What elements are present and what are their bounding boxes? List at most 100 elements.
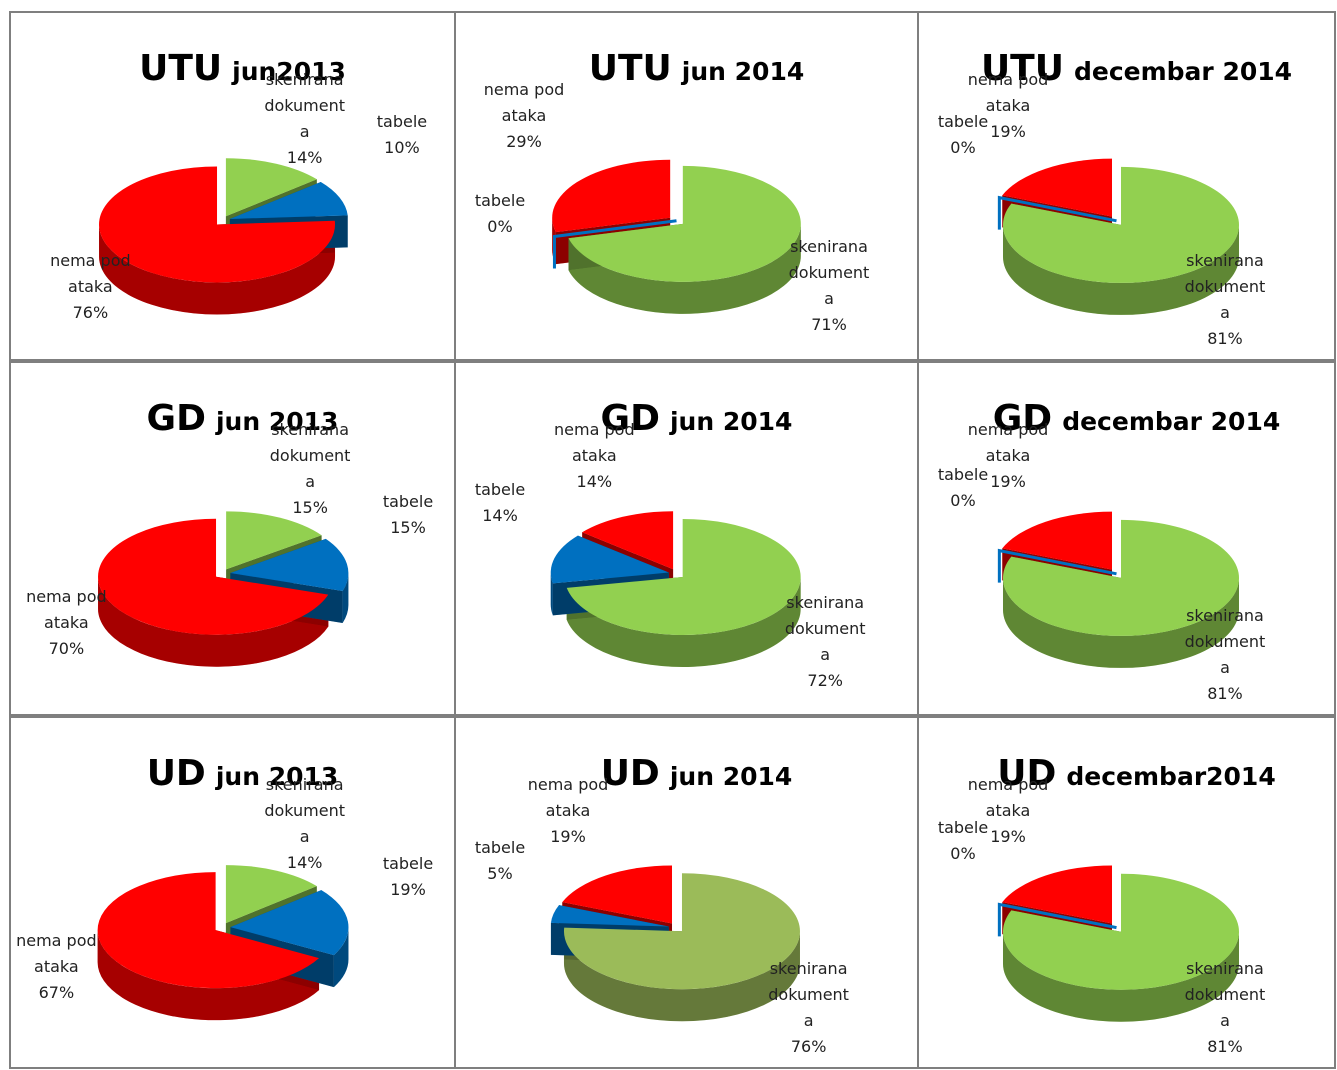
value-label: 0% bbox=[487, 216, 513, 236]
slice-top bbox=[229, 181, 348, 219]
title-main: GD bbox=[601, 398, 660, 439]
pie-slice bbox=[1002, 865, 1113, 924]
label-box: tabele 14% bbox=[457, 477, 543, 529]
slice-shade bbox=[550, 572, 553, 616]
category-label: tabele bbox=[474, 837, 526, 857]
pie-slice bbox=[552, 219, 677, 269]
slice-shade bbox=[98, 576, 329, 667]
pie-slice bbox=[997, 195, 1117, 230]
label-box: tabele 10% bbox=[359, 109, 445, 161]
chart-title: GD jun 2014 bbox=[601, 398, 793, 439]
title-main: GD bbox=[993, 398, 1052, 439]
value-label: 14% bbox=[482, 505, 518, 525]
slice-shade bbox=[342, 573, 349, 623]
pie-slice bbox=[226, 511, 322, 570]
slice-shade bbox=[333, 927, 349, 988]
data-label: nema podataka 70% bbox=[26, 587, 107, 658]
pie-tops bbox=[550, 865, 800, 990]
pie-tops bbox=[97, 865, 349, 989]
label-box: skenirana dokumenta 81% bbox=[1182, 956, 1268, 1060]
label-box: nema podataka 19% bbox=[525, 772, 611, 850]
data-label: nema podataka 19% bbox=[525, 772, 611, 850]
title-main: UTU bbox=[139, 48, 222, 89]
slice-top bbox=[98, 518, 329, 635]
pie-tops bbox=[99, 158, 348, 283]
slice-top bbox=[1002, 873, 1239, 990]
value-label: 81% bbox=[1207, 329, 1243, 348]
pie-slice bbox=[225, 158, 317, 217]
slice-side bbox=[1002, 577, 1239, 668]
category-label: skenirana dokumenta bbox=[264, 70, 346, 141]
pie-tops bbox=[997, 865, 1239, 990]
category-label: tabele bbox=[937, 464, 989, 484]
value-label: 67% bbox=[38, 982, 75, 1002]
slice-side bbox=[566, 576, 801, 667]
slice-shade bbox=[568, 223, 801, 314]
data-label: tabele 0% bbox=[475, 191, 525, 236]
value-label: 10% bbox=[384, 137, 420, 157]
title-main: GD bbox=[147, 398, 206, 439]
slice-side bbox=[342, 573, 349, 623]
chart-title: UTU decembar 2014 bbox=[981, 48, 1292, 89]
value-label: 14% bbox=[286, 148, 323, 167]
slice-top bbox=[226, 511, 322, 570]
category-label: skenirana dokumenta bbox=[1184, 959, 1266, 1030]
pie-slice bbox=[550, 535, 669, 584]
pie-slice bbox=[552, 159, 671, 233]
data-label: nema podataka 76% bbox=[50, 251, 131, 322]
value-label: 19% bbox=[390, 879, 426, 899]
label-box: nema podataka 19% bbox=[965, 417, 1051, 495]
chart-title: UD jun 2014 bbox=[601, 753, 793, 794]
category-label: tabele bbox=[376, 111, 428, 131]
value-label: 19% bbox=[990, 472, 1026, 491]
slice-top bbox=[1002, 158, 1113, 217]
slice-top bbox=[230, 538, 349, 591]
pie-tops bbox=[997, 158, 1239, 283]
slice-side bbox=[97, 930, 320, 1021]
value-label: 0% bbox=[950, 844, 976, 864]
category-label: nema podataka bbox=[967, 420, 1049, 465]
slice-top bbox=[552, 219, 677, 269]
slice-top bbox=[1002, 865, 1113, 924]
category-label: nema podataka bbox=[26, 587, 107, 633]
label-box: skenirana dokumenta 76% bbox=[766, 956, 852, 1060]
pie-tops bbox=[550, 511, 801, 635]
category-label: nema podataka bbox=[967, 70, 1049, 115]
data-label: skenirana dokumenta 81% bbox=[1185, 251, 1266, 348]
value-label: 14% bbox=[286, 853, 323, 872]
pie-slice bbox=[550, 905, 669, 927]
data-label: tabele 0% bbox=[938, 112, 988, 157]
pie-slice bbox=[563, 873, 800, 990]
slice-shade bbox=[97, 930, 320, 1021]
slice-top bbox=[97, 872, 320, 989]
title-sub: jun 2014 bbox=[669, 407, 792, 436]
value-label: 0% bbox=[950, 490, 976, 510]
label-box: nema podataka 19% bbox=[965, 67, 1051, 145]
title-main: UD bbox=[997, 753, 1056, 794]
value-label: 72% bbox=[807, 671, 843, 691]
data-label: nema podataka 67% bbox=[16, 931, 97, 1002]
category-label: tabele bbox=[474, 479, 526, 499]
category-label: nema podataka bbox=[527, 775, 609, 820]
pie-labels: nema podataka 14% skenirana dokumenta 72% ta… bbox=[457, 420, 866, 691]
title-sub: decembar 2014 bbox=[1062, 407, 1280, 436]
slice-top bbox=[582, 511, 674, 570]
label-box: skenirana dokumenta 71% bbox=[786, 234, 872, 338]
pie-slice bbox=[562, 865, 673, 924]
slice-top bbox=[550, 535, 669, 584]
data-label: skenirana dokumenta 81% bbox=[1182, 956, 1268, 1060]
pie-slice bbox=[582, 511, 674, 570]
label-box: tabele 19% bbox=[365, 851, 451, 903]
slice-side bbox=[99, 224, 336, 315]
pie-labels: nema podataka 67% skenirana dokumenta 14% ta… bbox=[16, 775, 451, 1002]
label-box: nema podataka 29% bbox=[481, 77, 567, 155]
data-label: nema podataka 19% bbox=[965, 417, 1051, 495]
title-main: UTU bbox=[589, 48, 672, 89]
slice-top bbox=[225, 865, 317, 924]
data-label: tabele 5% bbox=[474, 837, 526, 883]
label-box: tabele 0% bbox=[920, 815, 1006, 867]
slice-top bbox=[997, 548, 1117, 583]
chart-title: GD decembar 2014 bbox=[993, 398, 1281, 439]
chart-title: GD jun 2013 bbox=[147, 398, 339, 439]
pie-slice bbox=[230, 890, 349, 956]
